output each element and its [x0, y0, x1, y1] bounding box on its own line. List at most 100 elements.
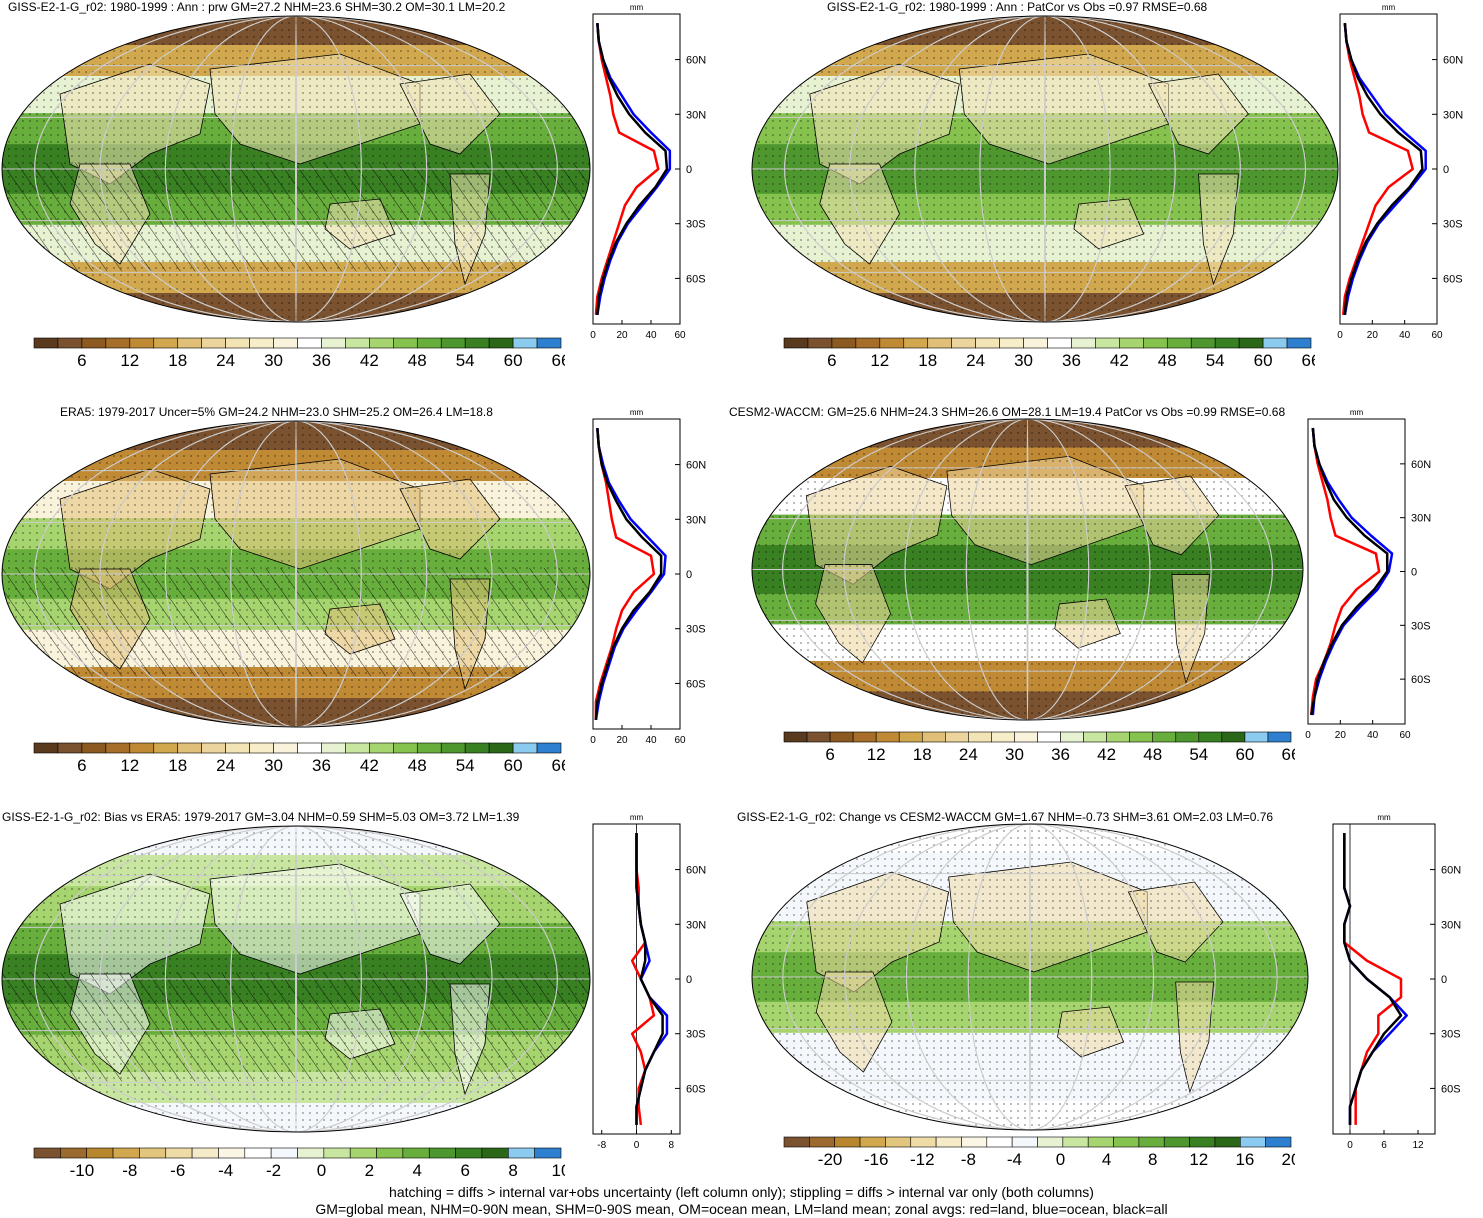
panel-title: GISS-E2-1-G_r02: 1980-1999 : Ann : prw G… [8, 0, 506, 14]
colorbar-swatch [129, 742, 155, 754]
colorbar-label: 12 [120, 351, 139, 370]
colorbar-swatch [57, 337, 83, 349]
panel-2: GISS-E2-1-G_r02: 1980-1999 : Ann : PatCo… [745, 0, 1483, 380]
colorbar: -20 -16 -12 -8 -4 0 4 8 12 16 20 [783, 1136, 1295, 1169]
colorbar-swatch [376, 1147, 404, 1159]
colorbar: 6 12 18 24 30 36 42 48 54 60 66 [783, 337, 1315, 370]
colorbar-label: -6 [170, 1161, 185, 1180]
value-tick-label: 20 [1335, 730, 1347, 741]
colorbar-swatch [297, 337, 322, 349]
colorbar-label: -10 [70, 1161, 95, 1180]
colorbar-label: 42 [360, 351, 379, 370]
colorbar-swatch [455, 1147, 483, 1159]
colorbar-swatch [945, 731, 969, 743]
colorbar-label: 48 [1158, 351, 1177, 370]
colorbar-swatch [1095, 337, 1120, 349]
world-map [751, 823, 1309, 1131]
colorbar-swatch [1265, 1136, 1292, 1148]
colorbar-swatch [273, 742, 298, 754]
colorbar-label: 60 [504, 351, 523, 370]
lat-tick-label: 30S [1443, 219, 1463, 231]
colorbar-label: 2 [365, 1161, 374, 1180]
colorbar-swatch [1106, 731, 1130, 743]
colorbar-label: 54 [456, 351, 475, 370]
zonal-series-ocean [594, 428, 667, 721]
colorbar-label: 54 [1189, 745, 1208, 764]
colorbar-swatch [416, 337, 442, 349]
zonal-mean-plot: mm 60N 30N 0 30S 60S -8 0 8 [592, 813, 706, 1151]
value-tick-label: 20 [1367, 330, 1379, 341]
value-tick-label: 20 [616, 330, 628, 341]
colorbar-swatch [834, 1136, 861, 1148]
colorbar-swatch [225, 337, 250, 349]
world-map [751, 418, 1304, 721]
lat-tick-label: 60S [686, 273, 706, 285]
zonal-mean-plot: mm 60N 30N 0 30S 60S 0 20 40 60 [1337, 3, 1463, 341]
panel-3: ERA5: 1979-2017 Uncer=5% GM=24.2 NHM=23.… [0, 405, 720, 785]
colorbar-label: -8 [961, 1150, 976, 1169]
colorbar-swatch [1129, 731, 1154, 743]
colorbar-label: 12 [867, 745, 886, 764]
colorbar-label: 24 [966, 351, 985, 370]
lat-tick-label: 30N [686, 919, 706, 931]
colorbar-label: 6 [827, 351, 836, 370]
lat-tick-label: 60S [686, 678, 706, 690]
colorbar-swatch [349, 1147, 377, 1159]
colorbar-swatch [1190, 337, 1216, 349]
lat-tick-label: 30N [686, 514, 706, 526]
colorbar-swatch [1238, 337, 1264, 349]
colorbar-label: -12 [910, 1150, 935, 1169]
colorbar-label: -8 [122, 1161, 137, 1180]
colorbar: 6 12 18 24 30 36 42 48 54 60 66 [33, 742, 565, 775]
colorbar-swatch [1239, 1136, 1266, 1148]
unit-label: mm [630, 3, 644, 12]
colorbar-label: 12 [120, 756, 139, 775]
colorbar-label: 60 [1254, 351, 1273, 370]
colorbar-swatch [57, 742, 83, 754]
zonal-series-all [1310, 427, 1389, 716]
colorbar-swatch [440, 742, 466, 754]
colorbar-swatch [536, 337, 562, 349]
colorbar-swatch [783, 1136, 810, 1148]
colorbar-swatch [921, 731, 946, 743]
colorbar-swatch [139, 1147, 167, 1159]
colorbar-label: -4 [218, 1161, 233, 1180]
colorbar-swatch [481, 1147, 509, 1159]
lat-tick-label: 60S [1443, 273, 1463, 285]
colorbar-swatch [297, 1147, 325, 1159]
unit-label: mm [630, 408, 644, 417]
colorbar-swatch [879, 337, 905, 349]
lat-tick-label: 30S [686, 1029, 706, 1041]
lat-tick-label: 60S [1411, 674, 1431, 686]
colorbar-swatch [249, 337, 274, 349]
colorbar-swatch [961, 1136, 988, 1148]
colorbar-swatch [935, 1136, 962, 1148]
colorbar-swatch [1267, 731, 1292, 743]
colorbar-swatch [1083, 731, 1107, 743]
colorbar-label: 30 [264, 756, 283, 775]
world-map [1, 825, 591, 1133]
colorbar-label: 48 [1143, 745, 1162, 764]
panel-5: GISS-E2-1-G_r02: Bias vs ERA5: 1979-2017… [0, 810, 720, 1180]
zonal-series-land [1341, 23, 1414, 315]
colorbar-label: 60 [504, 756, 523, 775]
zonal-mean-plot: mm 60N 30N 0 30S 60S 0 20 40 60 [590, 3, 706, 341]
colorbar-label: 0 [317, 1161, 326, 1180]
lat-tick-label: 30S [686, 219, 706, 231]
colorbar-swatch [507, 1147, 535, 1159]
value-tick-label: 0 [1347, 1140, 1353, 1151]
value-tick-label: 6 [1381, 1140, 1387, 1151]
colorbar-swatch [898, 731, 923, 743]
colorbar-swatch [807, 337, 833, 349]
colorbar-swatch [428, 1147, 456, 1159]
colorbar-swatch [927, 337, 952, 349]
footer-note-legend: GM=global mean, NHM=0-90N mean, SHM=0-90… [315, 1201, 1168, 1217]
colorbar-label: -16 [864, 1150, 889, 1169]
world-map [1, 15, 591, 323]
lat-tick-label: 60N [1441, 865, 1461, 877]
colorbar-swatch [105, 742, 131, 754]
colorbar-swatch [536, 742, 562, 754]
colorbar-label: 60 [1235, 745, 1254, 764]
colorbar-swatch [60, 1147, 88, 1159]
colorbar-swatch [1113, 1136, 1140, 1148]
